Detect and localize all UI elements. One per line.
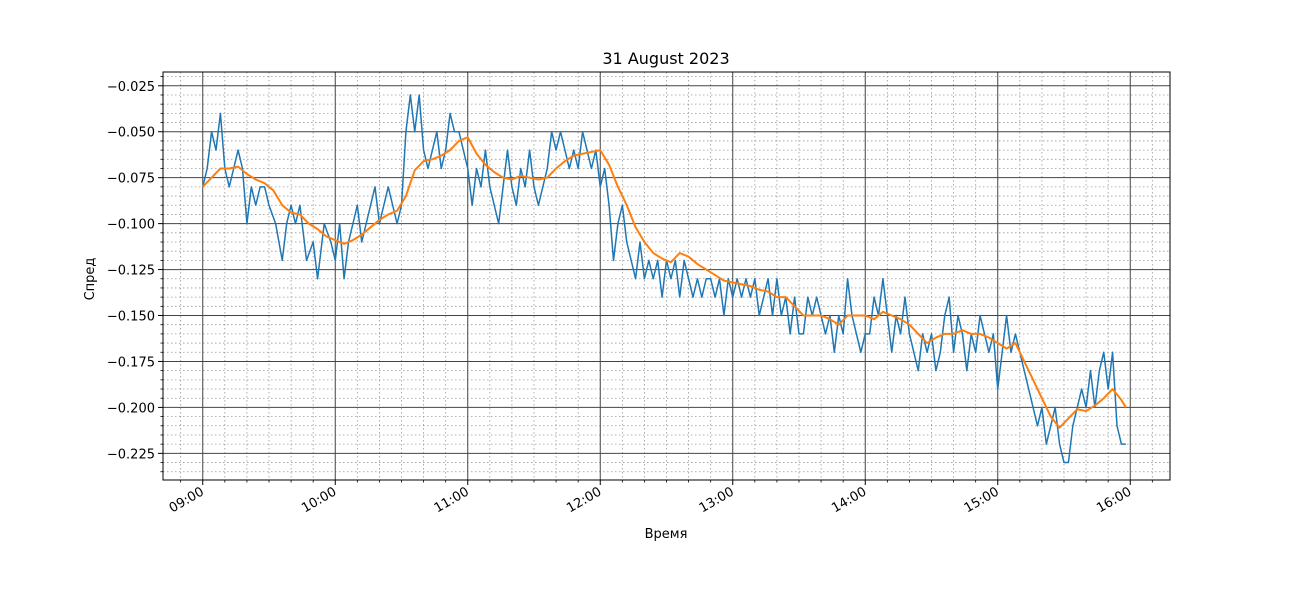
y-tick-label: −0.150	[107, 310, 155, 325]
y-tick-label: −0.025	[107, 80, 155, 95]
raw-spread-line	[202, 94, 1126, 464]
minor-grid	[163, 72, 1170, 480]
y-tick-label: −0.050	[107, 126, 155, 141]
x-tick-label: 13:00	[697, 484, 737, 516]
y-tick-label: −0.175	[107, 355, 155, 370]
smoothed-spread-line	[202, 136, 1127, 429]
y-tick-label: −0.100	[107, 218, 155, 233]
x-tick-label: 12:00	[564, 484, 604, 516]
y-tick-label: −0.200	[107, 401, 155, 416]
y-axis: −0.025 −0.050 −0.075 −0.100 −0.125 −0.150 −0.1…	[107, 76, 163, 473]
x-tick-label: 15:00	[962, 484, 1002, 516]
x-tick-label: 11:00	[432, 484, 472, 516]
major-grid	[163, 72, 1170, 480]
chart-title: 31 August 2023	[602, 49, 729, 68]
series-layer	[202, 94, 1127, 464]
x-tick-label: 14:00	[829, 484, 869, 516]
x-tick-label: 10:00	[299, 484, 339, 516]
x-axis: 09:00 10:00 11:00 12:00 13:00 14:00 15:00 16:00	[167, 480, 1153, 516]
x-axis-label: Время	[645, 527, 688, 542]
y-tick-label: −0.225	[107, 447, 155, 462]
x-tick-label: 16:00	[1094, 484, 1134, 516]
y-tick-label: −0.075	[107, 172, 155, 187]
y-axis-label: Спред	[83, 258, 98, 301]
x-tick-label: 09:00	[167, 484, 207, 516]
y-tick-label: −0.125	[107, 264, 155, 279]
